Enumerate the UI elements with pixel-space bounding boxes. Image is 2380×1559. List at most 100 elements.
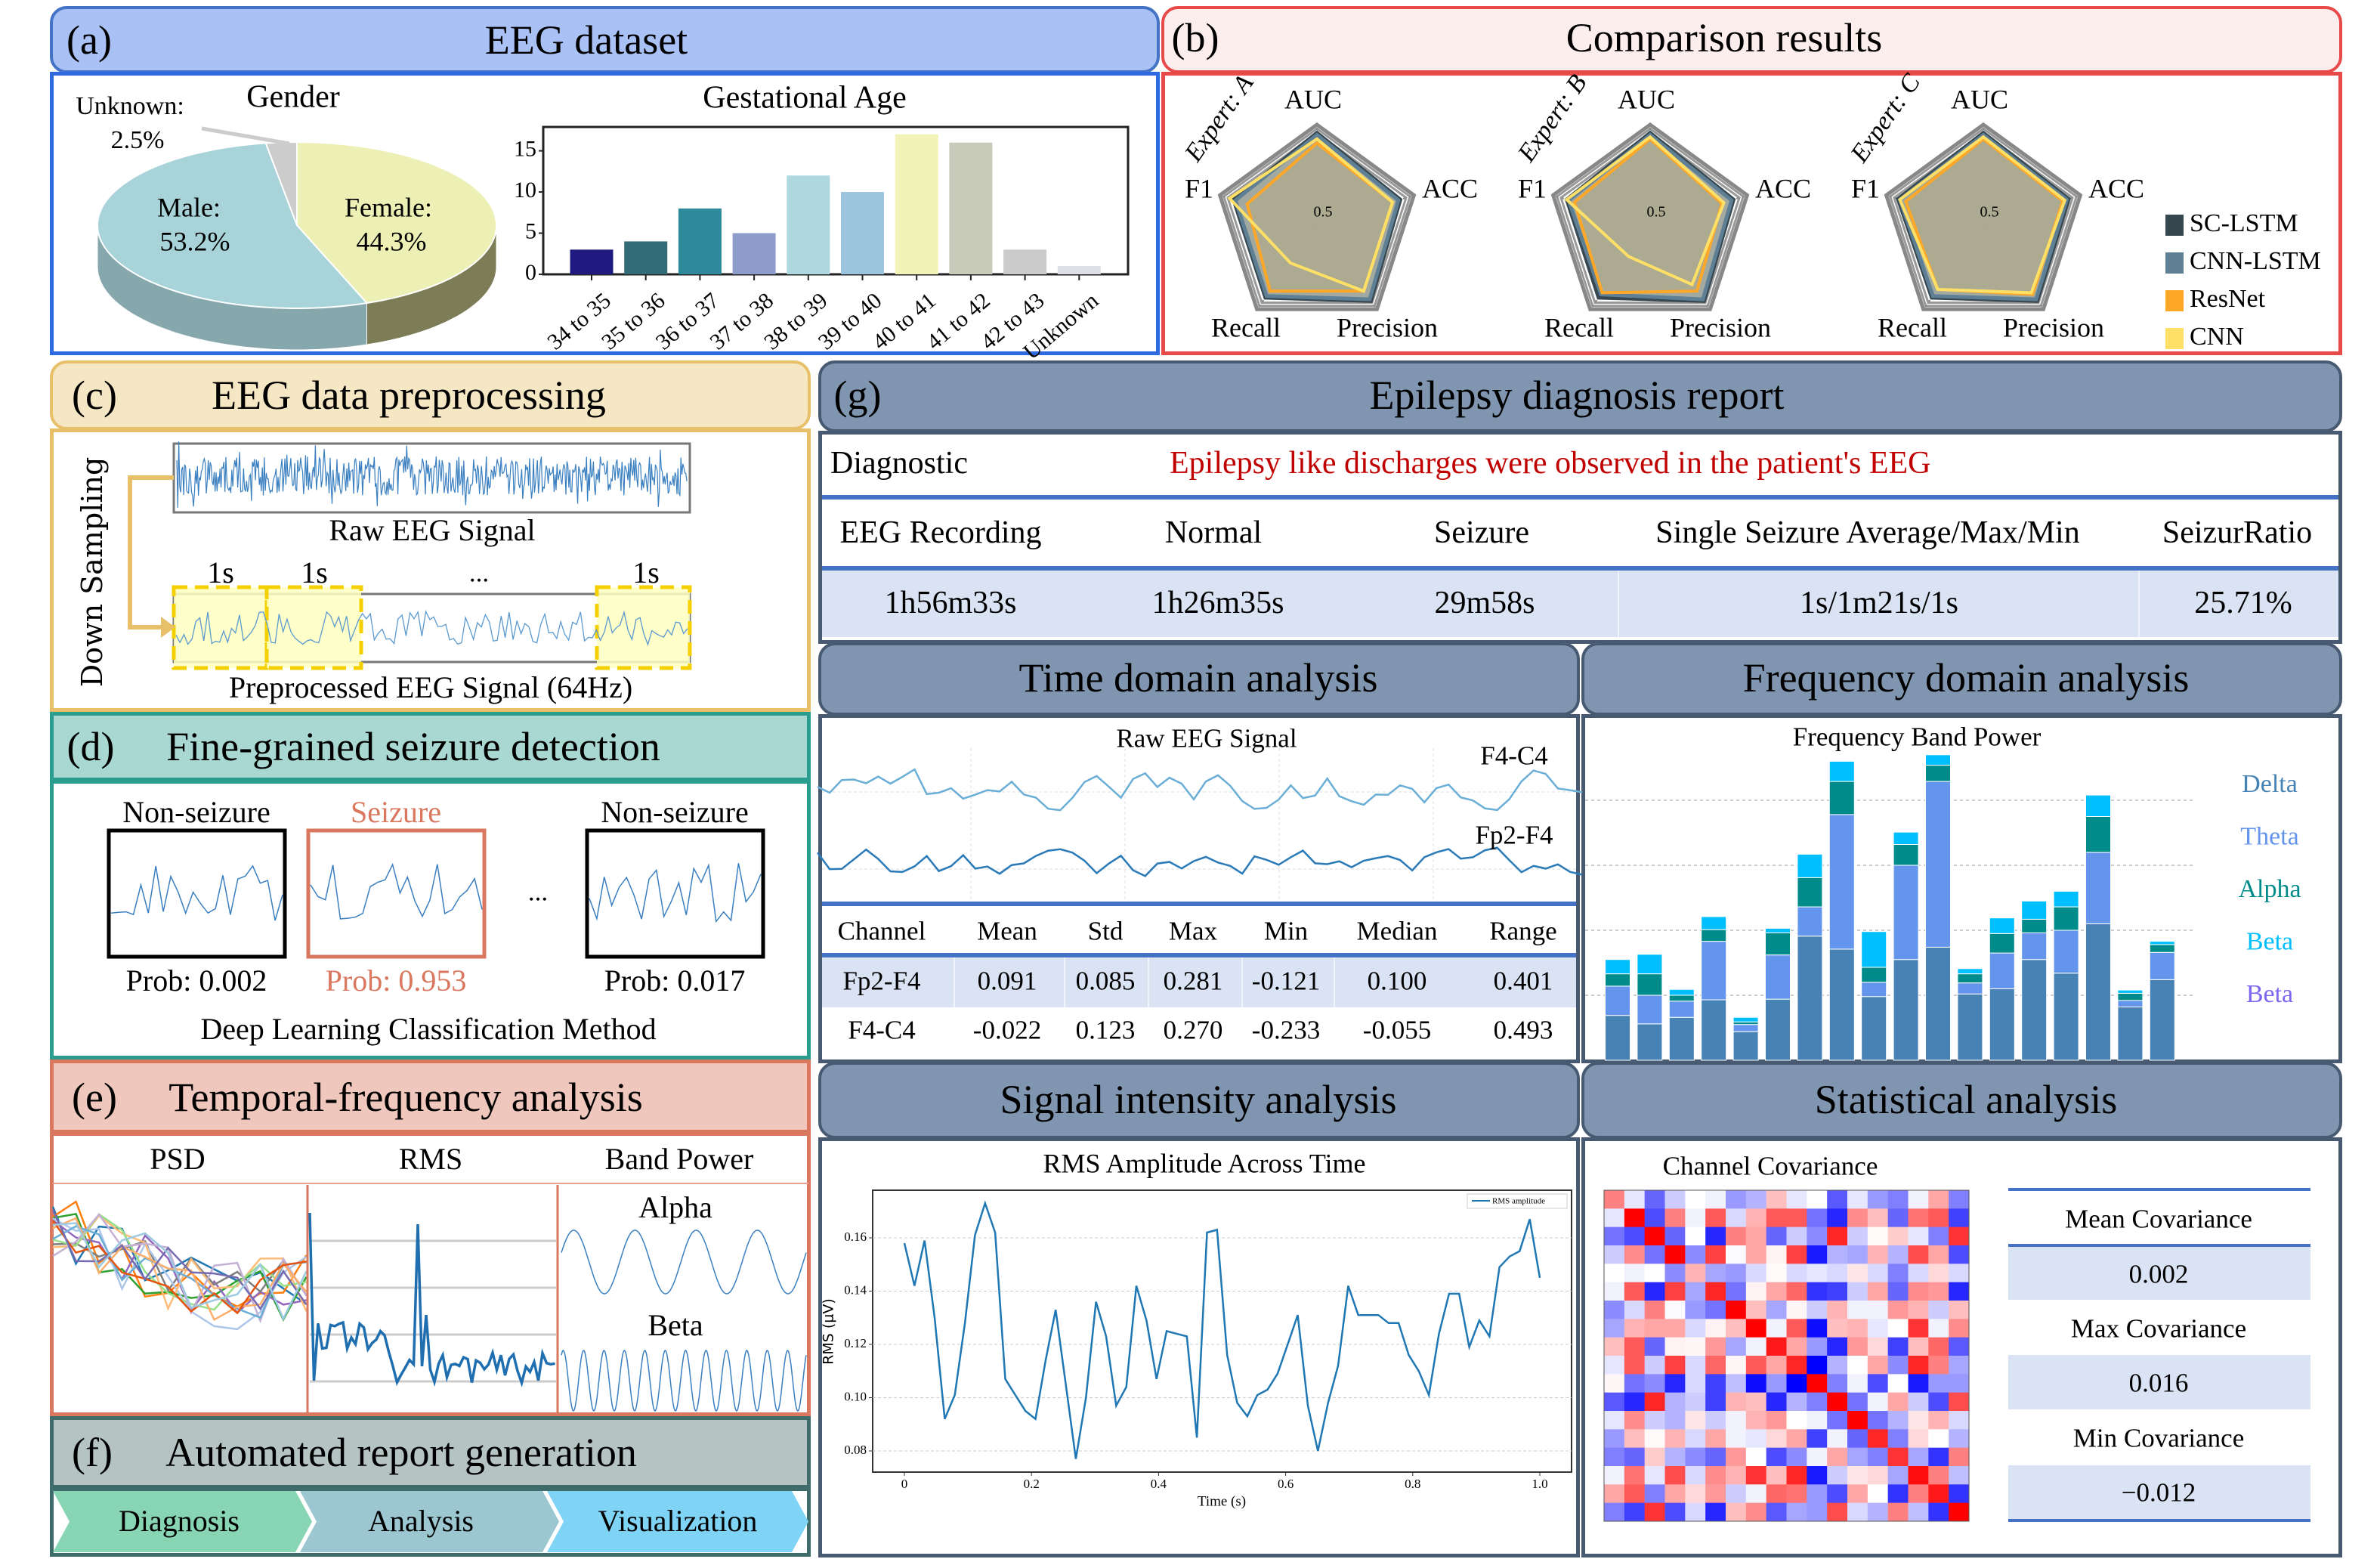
table-cell: -0.121 xyxy=(1251,966,1321,996)
max-covariance-value: 0.016 xyxy=(2128,1368,2189,1398)
window-label: 1s xyxy=(301,555,328,589)
mean-covariance-label: Mean Covariance xyxy=(2065,1204,2252,1234)
panel-f-tag: (f) xyxy=(72,1430,113,1475)
time-domain-title: Time domain analysis xyxy=(1018,655,1378,701)
frequency-domain-header xyxy=(1581,642,2342,716)
panel-b-title: Comparison results xyxy=(1566,15,1883,60)
mean-covariance-value: 0.002 xyxy=(2128,1259,2189,1289)
summary-value: 25.71% xyxy=(2194,586,2292,620)
min-covariance-label: Min Covariance xyxy=(2072,1423,2245,1453)
covariance-title: Channel Covariance xyxy=(1662,1151,1878,1181)
panel-d-tag: (d) xyxy=(66,724,115,769)
diagnostic-text: Epilepsy like discharges were observed i… xyxy=(1170,446,1931,481)
divider xyxy=(2008,1519,2310,1522)
mean-covariance-cell xyxy=(2008,1247,2310,1300)
summary-value: 1s/1m21s/1s xyxy=(1799,586,1959,620)
panel-f-title: Automated report generation xyxy=(165,1430,637,1475)
summary-value: 1h56m33s xyxy=(884,586,1017,620)
band-power-title: Frequency Band Power xyxy=(1792,722,2042,752)
divider xyxy=(822,495,2338,500)
panel-a-title: EEG dataset xyxy=(484,17,688,63)
summary-header: Seizure xyxy=(1434,515,1529,550)
alpha-band-label: Alpha xyxy=(638,1190,712,1224)
summary-values-row xyxy=(822,571,2338,637)
rms-column-label: RMS xyxy=(398,1142,463,1176)
divider xyxy=(2008,1244,2310,1247)
table-cell: 0.100 xyxy=(1367,966,1427,996)
table-cell: Fp2-F4 xyxy=(842,966,921,996)
panel-g-tag: (g) xyxy=(833,373,882,418)
panel-e-tag: (e) xyxy=(72,1075,117,1120)
table-header: Channel xyxy=(837,916,926,946)
window-probability: Prob: 0.002 xyxy=(125,964,267,998)
channel-label-fp2-f4: Fp2-F4 xyxy=(1475,820,1553,850)
panel-d-header xyxy=(50,712,811,781)
max-covariance-label: Max Covariance xyxy=(2070,1313,2247,1344)
band-power-column-label: Band Power xyxy=(604,1142,754,1176)
panel-d-title: Fine-grained seizure detection xyxy=(166,724,660,769)
table-cell: 0.091 xyxy=(977,966,1037,996)
summary-header: EEG Recording xyxy=(839,515,1042,550)
summary-header: Normal xyxy=(1164,515,1263,550)
table-header: Max xyxy=(1168,916,1218,946)
panel-c-body xyxy=(50,428,811,712)
table-cell: -0.022 xyxy=(972,1015,1042,1045)
raw-eeg-plot-title: Raw EEG Signal xyxy=(1116,723,1297,753)
table-header: Min xyxy=(1263,916,1309,946)
table-cell: 0.085 xyxy=(1075,966,1136,996)
statistical-title: Statistical analysis xyxy=(1814,1077,2118,1122)
frequency-domain-body xyxy=(1581,714,2342,1063)
frequency-domain-title: Frequency domain analysis xyxy=(1742,655,2190,701)
table-cell: 0.123 xyxy=(1075,1015,1136,1045)
psd-column-label: PSD xyxy=(150,1142,206,1176)
table-header: Std xyxy=(1087,916,1124,946)
panel-b-body xyxy=(1161,72,2342,355)
ellipsis: ... xyxy=(527,877,549,907)
divider xyxy=(822,953,1576,957)
summary-value: 29m58s xyxy=(1434,586,1535,620)
table-cell: 0.270 xyxy=(1163,1015,1223,1045)
table-cell: 0.281 xyxy=(1163,966,1223,996)
summary-header: SeizurRatio xyxy=(2162,515,2313,550)
beta-band-label: Beta xyxy=(648,1308,703,1342)
window-class-label-seizure: Seizure xyxy=(351,795,441,829)
panel-f-header xyxy=(50,1416,811,1489)
panel-b-tag: (b) xyxy=(1171,15,1219,60)
signal-intensity-title: Signal intensity analysis xyxy=(1000,1077,1397,1122)
summary-header: Single Seizure Average/Max/Min xyxy=(1655,515,2080,550)
diagnostic-label: Diagnostic xyxy=(830,446,968,481)
panel-g-title: Epilepsy diagnosis report xyxy=(1369,373,1785,418)
time-table-shaded-row xyxy=(822,957,1576,1007)
statistical-header xyxy=(1581,1062,2342,1139)
table-cell: 0.493 xyxy=(1493,1015,1553,1045)
step-analysis: Analysis xyxy=(368,1504,474,1538)
panel-c-tag: (c) xyxy=(72,373,117,418)
preprocessed-eeg-label: Preprocessed EEG Signal (64Hz) xyxy=(228,670,633,704)
window-class-label: Non-seizure xyxy=(601,795,749,829)
signal-intensity-body xyxy=(818,1137,1580,1557)
min-covariance-cell xyxy=(2008,1465,2310,1519)
step-visualization: Visualization xyxy=(598,1504,758,1538)
raw-eeg-label: Raw EEG Signal xyxy=(329,513,536,547)
panel-b-header xyxy=(1161,6,2342,73)
table-cell: 0.401 xyxy=(1493,966,1553,996)
window-probability: Prob: 0.017 xyxy=(604,964,746,998)
min-covariance-value: −0.012 xyxy=(2121,1477,2196,1508)
ellipsis: ... xyxy=(468,558,490,588)
step-diagnosis: Diagnosis xyxy=(119,1504,240,1538)
window-label: 1s xyxy=(632,555,660,589)
window-probability-seizure: Prob: 0.953 xyxy=(325,964,467,998)
method-label: Deep Learning Classification Method xyxy=(200,1012,657,1046)
panel-a-body xyxy=(50,72,1160,355)
panel-c-title: EEG data preprocessing xyxy=(212,373,606,418)
summary-value: 1h26m35s xyxy=(1151,586,1284,620)
window-label: 1s xyxy=(207,555,234,589)
table-header: Mean xyxy=(977,916,1037,946)
table-header: Median xyxy=(1356,916,1438,946)
time-domain-body xyxy=(818,714,1580,1063)
table-cell: F4-C4 xyxy=(848,1015,916,1045)
panel-e-header xyxy=(50,1059,811,1134)
window-class-label: Non-seizure xyxy=(122,795,270,829)
divider xyxy=(2008,1188,2310,1191)
